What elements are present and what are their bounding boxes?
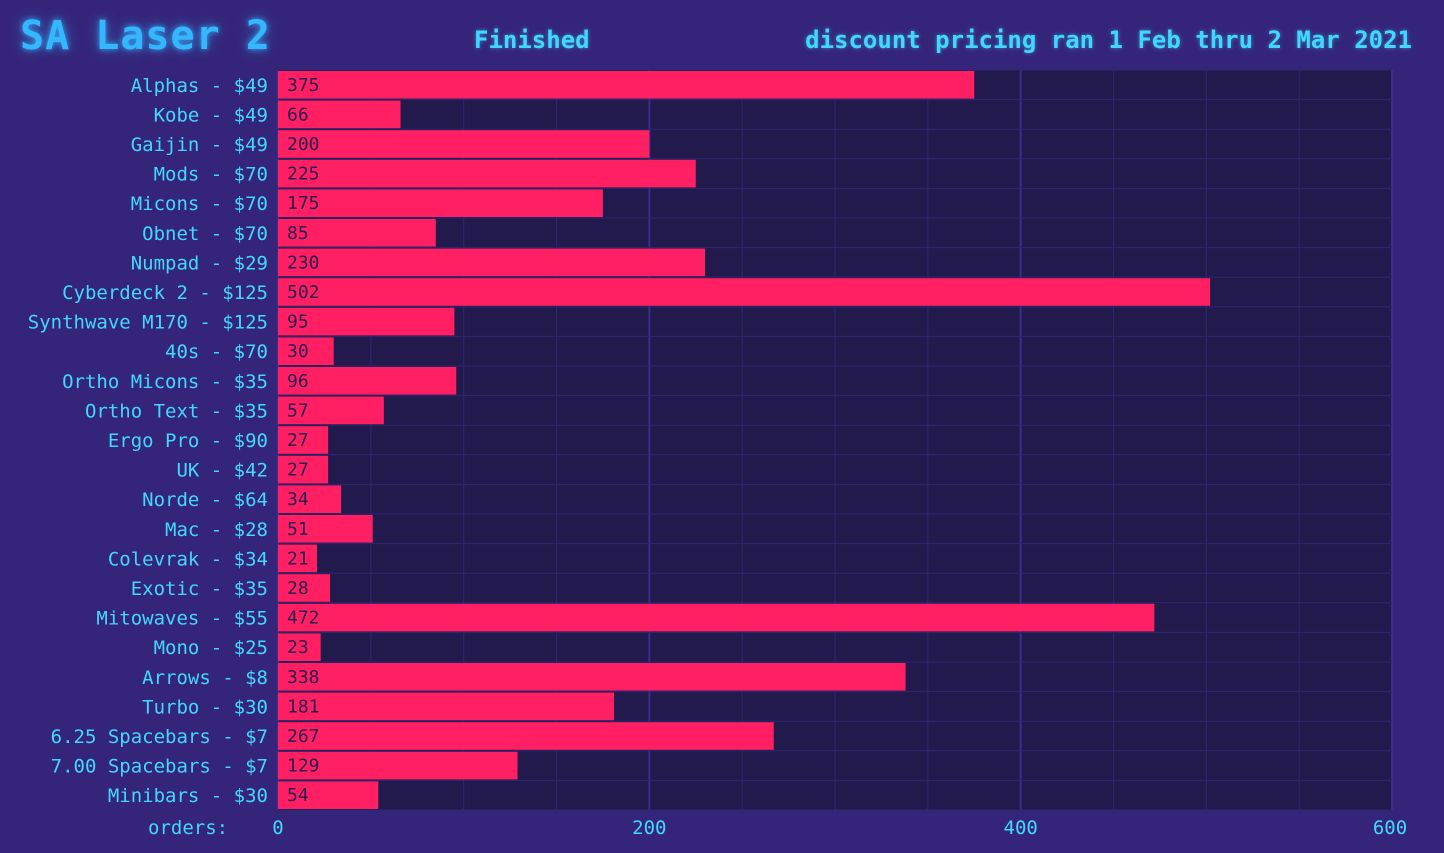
x-tick-label: 600 — [1373, 817, 1407, 839]
bar-value-label: 472 — [287, 608, 320, 629]
bar[interactable] — [278, 485, 342, 513]
category-label: Alphas - $49 — [131, 75, 268, 97]
bar-value-label: 51 — [287, 519, 309, 540]
bar-value-label: 267 — [287, 726, 320, 747]
bar[interactable] — [278, 71, 975, 99]
bar[interactable] — [278, 692, 615, 721]
bar[interactable] — [278, 189, 603, 217]
category-label: Numpad - $29 — [131, 252, 268, 274]
bar[interactable] — [278, 633, 321, 661]
category-label: Minibars - $30 — [108, 785, 268, 807]
bar-value-label: 175 — [287, 193, 320, 214]
bar[interactable] — [278, 574, 330, 602]
category-label: Exotic - $35 — [131, 578, 268, 600]
category-label: Mac - $28 — [165, 519, 268, 541]
bar[interactable] — [278, 337, 334, 365]
bar[interactable] — [278, 100, 401, 129]
bar-value-label: 375 — [287, 75, 320, 96]
chart-header: SA Laser 2 Finished discount pricing ran… — [0, 0, 1444, 70]
bar-value-label: 34 — [287, 489, 309, 510]
status-label: Finished — [474, 26, 590, 54]
bar-value-label: 21 — [287, 548, 309, 569]
bar[interactable] — [278, 722, 774, 750]
x-axis-label: orders: — [148, 817, 228, 839]
bar-value-label: 129 — [287, 756, 320, 777]
bar-value-label: 200 — [287, 134, 320, 155]
x-tick-label: 200 — [632, 817, 666, 839]
bar-value-label: 230 — [287, 252, 320, 273]
bar-value-label: 181 — [287, 696, 320, 717]
bar[interactable] — [278, 159, 696, 188]
bar-value-label: 225 — [287, 164, 320, 185]
bar[interactable] — [278, 307, 455, 336]
bar-value-label: 57 — [287, 400, 309, 421]
bar[interactable] — [278, 781, 379, 809]
bar[interactable] — [278, 130, 650, 158]
bar[interactable] — [278, 396, 384, 425]
bar[interactable] — [278, 278, 1211, 306]
category-label: Colevrak - $34 — [108, 548, 268, 570]
category-label: Turbo - $30 — [142, 696, 268, 718]
bar-value-label: 28 — [287, 578, 309, 599]
bar-value-label: 27 — [287, 430, 309, 451]
bar-value-label: 338 — [287, 667, 320, 688]
bar[interactable] — [278, 751, 518, 780]
bar-value-label: 95 — [287, 312, 309, 333]
bar[interactable] — [278, 515, 373, 543]
category-label: Gaijin - $49 — [131, 134, 268, 156]
category-label: 6.25 Spacebars - $7 — [51, 726, 268, 748]
bar[interactable] — [278, 663, 906, 691]
category-label: 7.00 Spacebars - $7 — [51, 756, 268, 778]
category-label: Kobe - $49 — [154, 104, 268, 126]
x-tick-label: 400 — [1004, 817, 1038, 839]
bar[interactable] — [278, 219, 436, 247]
category-label: Cyberdeck 2 - $125 — [62, 282, 268, 304]
bar[interactable] — [278, 426, 329, 454]
bar-value-label: 23 — [287, 637, 309, 658]
bar-value-label: 85 — [287, 223, 309, 244]
bar-value-label: 502 — [287, 282, 320, 303]
category-label: Mitowaves - $55 — [96, 608, 268, 630]
category-label: Mods - $70 — [154, 164, 268, 186]
bar[interactable] — [278, 603, 1155, 632]
category-label: Obnet - $70 — [142, 223, 268, 245]
bar-value-label: 27 — [287, 460, 309, 481]
x-tick-label: 0 — [272, 817, 283, 839]
category-label: Norde - $64 — [142, 489, 268, 511]
category-label: Ergo Pro - $90 — [108, 430, 268, 452]
category-label: Synthwave M170 - $125 — [28, 312, 268, 334]
category-label: Ortho Micons - $35 — [62, 371, 268, 393]
category-label: 40s - $70 — [165, 341, 268, 363]
bar-value-label: 96 — [287, 371, 309, 392]
bar[interactable] — [278, 248, 706, 277]
category-label: Mono - $25 — [154, 637, 268, 659]
category-label: Arrows - $8 — [142, 667, 268, 689]
bar-value-label: 30 — [287, 341, 309, 362]
chart-subtitle: discount pricing ran 1 Feb thru 2 Mar 20… — [805, 26, 1412, 54]
bar-value-label: 54 — [287, 785, 309, 806]
bar-value-label: 66 — [287, 104, 309, 125]
category-label: Ortho Text - $35 — [85, 400, 268, 422]
bar[interactable] — [278, 544, 317, 573]
category-label: UK - $42 — [176, 460, 268, 482]
bar[interactable] — [278, 367, 457, 395]
category-label: Micons - $70 — [131, 193, 268, 215]
bar[interactable] — [278, 455, 329, 484]
chart-title: SA Laser 2 — [20, 13, 271, 59]
